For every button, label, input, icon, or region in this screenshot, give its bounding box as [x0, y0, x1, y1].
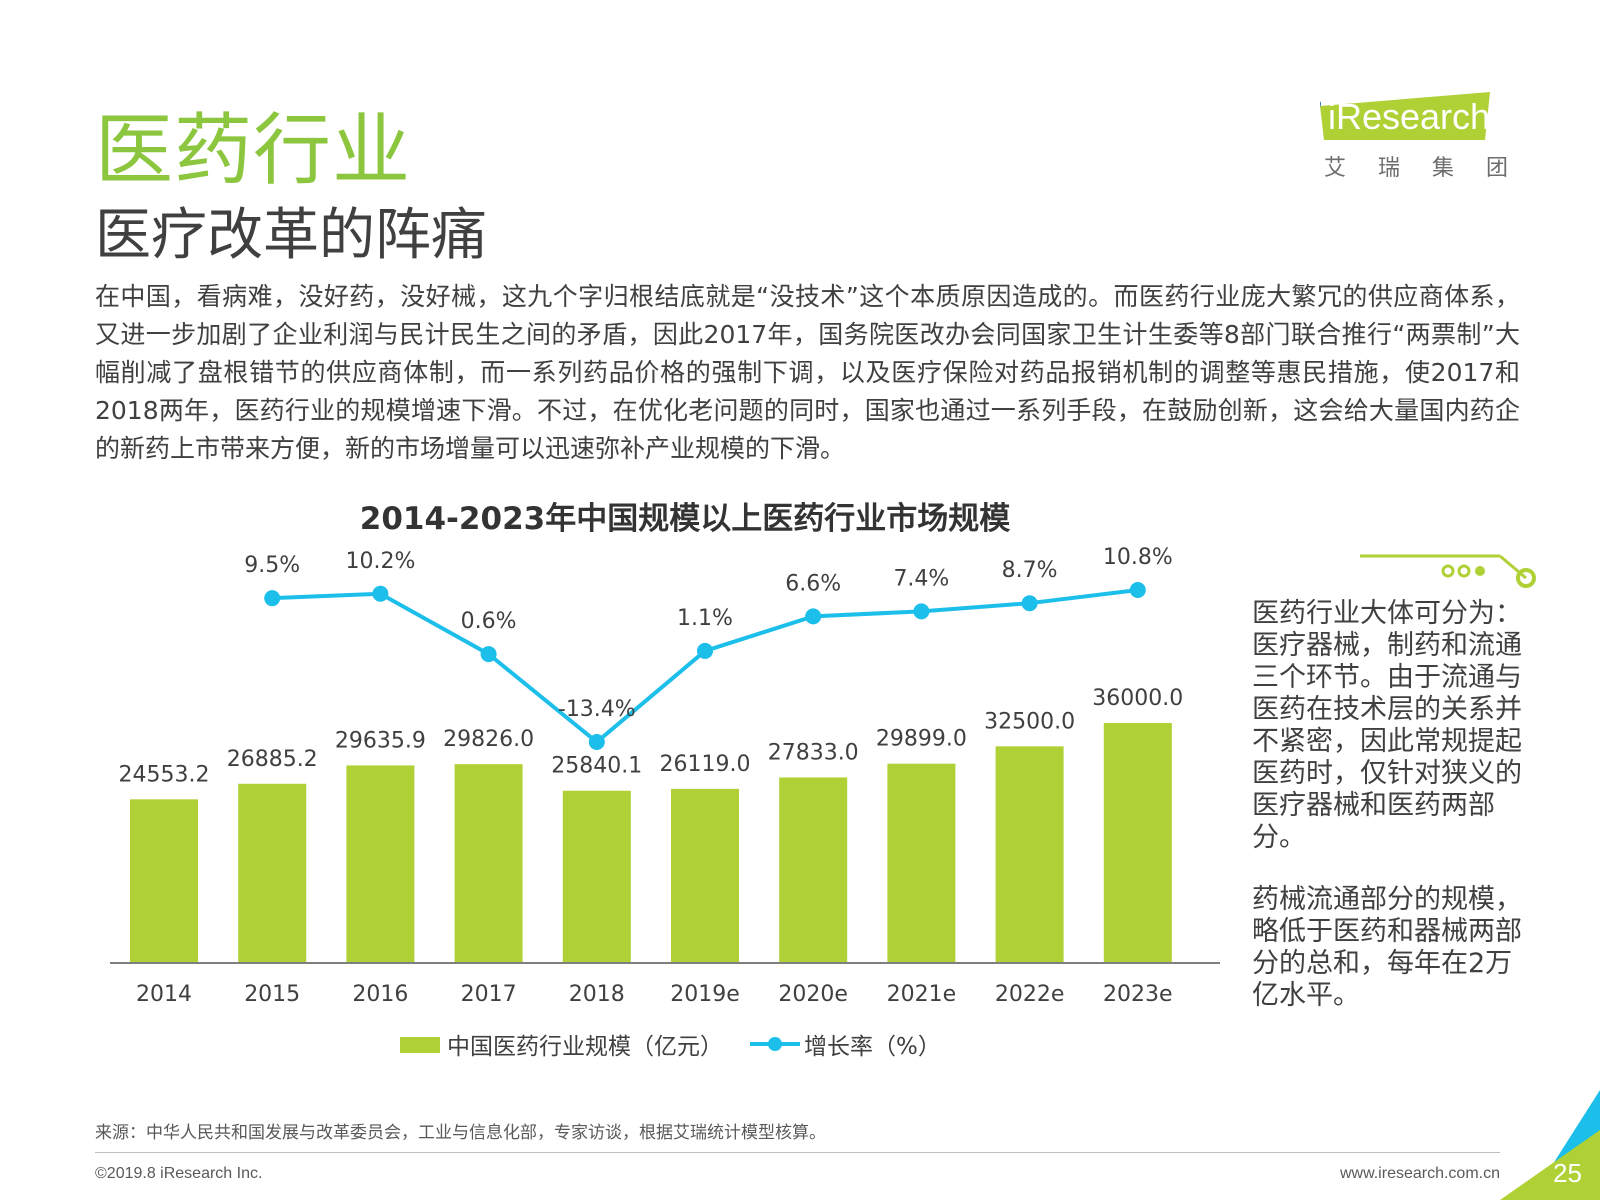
- x-tick-label: 2021e: [887, 982, 957, 1007]
- bar: [238, 783, 307, 963]
- page-subtitle: 医疗改革的阵痛: [95, 203, 487, 268]
- chart-title: 2014-2023年中国规模以上医药行业市场规模: [359, 501, 1011, 537]
- bar: [779, 777, 848, 963]
- bar-value-label: 29826.0: [443, 727, 534, 752]
- bar-value-label: 32500.0: [984, 709, 1075, 734]
- bar: [130, 799, 198, 963]
- growth-point: [372, 585, 389, 602]
- page-number: 25: [1553, 1158, 1582, 1188]
- growth-value-label: 10.2%: [345, 549, 415, 574]
- bar: [454, 764, 523, 963]
- growth-point: [480, 646, 497, 663]
- growth-value-label: -13.4%: [558, 697, 636, 722]
- growth-value-label: 1.1%: [677, 606, 733, 631]
- growth-value-label: 8.7%: [1002, 558, 1058, 583]
- bar-value-label: 29635.9: [335, 728, 426, 753]
- bar-value-label: 25840.1: [551, 754, 642, 779]
- legend-line-dot: [768, 1037, 782, 1051]
- x-tick-label: 2023e: [1103, 982, 1173, 1007]
- website-link[interactable]: www.iresearch.com.cn: [1339, 1165, 1500, 1182]
- bar-value-label: 29899.0: [876, 727, 967, 752]
- x-tick-label: 2020e: [778, 982, 848, 1007]
- growth-value-label: 10.8%: [1103, 545, 1173, 570]
- sidebar-paragraph: 医药行业大体可分为：医疗器械，制药和流通三个环节。由于流通与医药在技术层的关系并…: [1252, 598, 1522, 853]
- growth-value-label: 0.6%: [461, 609, 517, 634]
- legend-bar-label: 中国医药行业规模（亿元）: [447, 1034, 723, 1060]
- bar: [562, 790, 631, 963]
- intro-paragraph: 在中国，看病难，没好药，没好械，这九个字归根结底就是“没技术”这个本质原因造成的…: [95, 282, 1520, 463]
- sidebar-notes: 医药行业大体可分为：医疗器械，制药和流通三个环节。由于流通与医药在技术层的关系并…: [1252, 598, 1527, 1042]
- bar-value-label: 26119.0: [660, 752, 751, 777]
- x-tick-label: 2019e: [670, 982, 740, 1007]
- growth-value-label: 9.5%: [244, 553, 300, 578]
- market-size-chart: 24553.2 26885.2 29635.9 29826.0 25840.1 26119…: [110, 545, 1220, 1060]
- source-note: 来源：中华人民共和国发展与改革委员会，工业与信息化部，专家访谈，根据艾瑞统计模型…: [95, 1123, 826, 1143]
- growth-point: [264, 590, 281, 607]
- x-tick-label: 2017: [461, 982, 517, 1007]
- copyright-text: ©2019.8 iResearch Inc.: [95, 1165, 263, 1182]
- growth-value-label: 7.4%: [893, 566, 949, 591]
- bar: [995, 746, 1064, 963]
- growth-point: [697, 642, 713, 659]
- decorative-circuit-line: [1360, 554, 1536, 588]
- legend-bar-swatch: [400, 1037, 440, 1053]
- growth-point: [1129, 582, 1146, 598]
- growth-value-label: 6.6%: [785, 571, 841, 596]
- bar-value-label: 26885.2: [227, 747, 318, 772]
- corner-decoration: [1500, 1090, 1600, 1200]
- bar-value-label: 24553.2: [119, 762, 210, 787]
- logo-chinese-name: 艾瑞集团: [1324, 156, 1541, 181]
- iresearch-logo: iResearch 艾瑞集团: [1311, 88, 1520, 184]
- footer-divider: [95, 1152, 1500, 1153]
- x-tick-label: 2014: [136, 982, 192, 1007]
- bar: [887, 763, 956, 963]
- bar: [346, 765, 415, 963]
- x-tick-label: 2015: [244, 982, 300, 1007]
- x-tick-label: 2018: [569, 982, 625, 1007]
- bar: [1103, 723, 1172, 963]
- x-tick-label: 2016: [352, 982, 408, 1007]
- x-tick-label: 2022e: [995, 982, 1065, 1007]
- page-title: 医药行业: [95, 106, 412, 196]
- legend-line-label: 增长率（%）: [804, 1034, 941, 1060]
- bar-value-label: 27833.0: [768, 740, 859, 765]
- bar: [671, 788, 739, 963]
- logo-wordmark: iResearch: [1328, 96, 1491, 137]
- growth-point: [913, 603, 930, 620]
- bar-value-label: 36000.0: [1092, 686, 1183, 711]
- sidebar-paragraph: 药械流通部分的规模，略低于医药和器械两部分的总和，每年在2万亿水平。: [1252, 884, 1522, 1011]
- growth-point: [588, 734, 605, 750]
- growth-point: [805, 608, 822, 625]
- growth-point: [1021, 595, 1038, 612]
